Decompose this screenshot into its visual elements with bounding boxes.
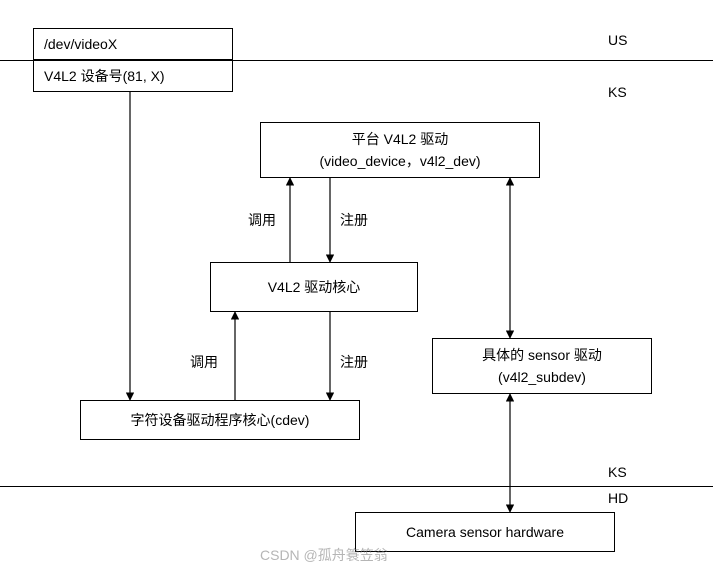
node-platform-line2: (video_device，v4l2_dev) — [319, 150, 480, 172]
edge-label-call2: 调用 — [190, 352, 218, 372]
edge-label-reg2: 注册 — [340, 352, 368, 372]
node-cdev: 字符设备驱动程序核心(cdev) — [80, 400, 360, 440]
edge-label-call1: 调用 — [248, 210, 276, 230]
node-platform-line1: 平台 V4L2 驱动 — [352, 128, 448, 150]
node-cdev-text: 字符设备驱动程序核心(cdev) — [131, 409, 310, 431]
node-platform-driver: 平台 V4L2 驱动 (video_device，v4l2_dev) — [260, 122, 540, 178]
node-v4l2-core: V4L2 驱动核心 — [210, 262, 418, 312]
node-sensor-driver: 具体的 sensor 驱动 (v4l2_subdev) — [432, 338, 652, 394]
node-v4l2-devnum-text: V4L2 设备号(81, X) — [44, 65, 165, 87]
edge-label-reg1: 注册 — [340, 210, 368, 230]
divider-ks-hd — [0, 486, 713, 487]
region-label-ks-bottom: KS — [608, 464, 627, 480]
node-dev-videox: /dev/videoX — [33, 28, 233, 60]
node-camera-hw: Camera sensor hardware — [355, 512, 615, 552]
node-v4l2-core-text: V4L2 驱动核心 — [268, 276, 361, 298]
region-label-ks-top: KS — [608, 84, 627, 100]
node-sensor-line2: (v4l2_subdev) — [498, 366, 586, 388]
node-dev-videox-text: /dev/videoX — [44, 33, 117, 55]
node-sensor-line1: 具体的 sensor 驱动 — [482, 344, 602, 366]
region-label-hd: HD — [608, 490, 628, 506]
region-label-us: US — [608, 32, 627, 48]
node-v4l2-devnum: V4L2 设备号(81, X) — [33, 60, 233, 92]
node-camera-hw-text: Camera sensor hardware — [406, 521, 564, 543]
